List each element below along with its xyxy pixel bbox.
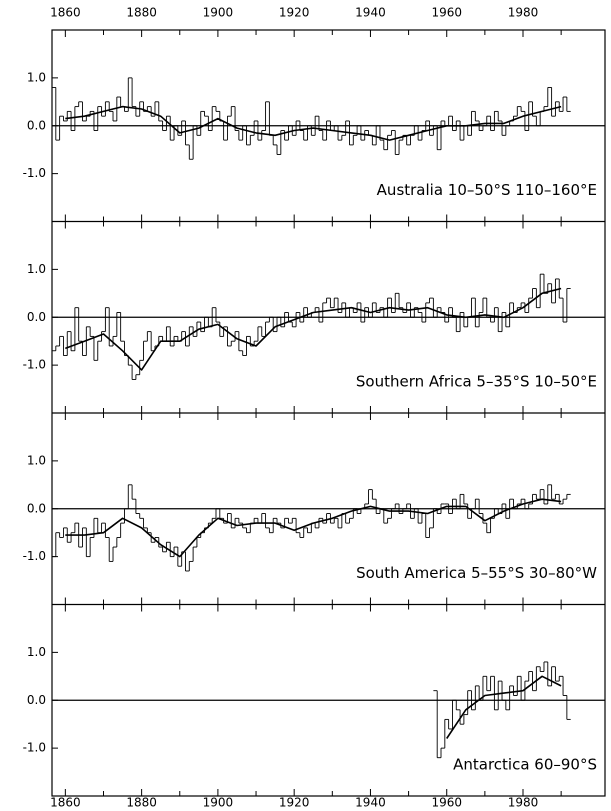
panel-label: Southern Africa 5–35°S 10–50°E xyxy=(356,372,597,390)
x-tick-label-bottom: 1960 xyxy=(431,796,462,810)
y-tick-label: -1.0 xyxy=(23,358,46,372)
smoothed-line xyxy=(446,675,562,739)
x-tick-label-top: 1960 xyxy=(431,6,462,20)
x-tick-label-bottom: 1980 xyxy=(508,796,539,810)
panel-label: Antarctica 60–90°S xyxy=(453,755,597,773)
panel-label: South America 5–55°S 30–80°W xyxy=(356,564,597,582)
x-tick-label-bottom: 1920 xyxy=(279,796,310,810)
smoothed-line xyxy=(65,287,562,371)
y-tick-label: 1.0 xyxy=(27,645,46,659)
x-tick-label-top: 1860 xyxy=(50,6,81,20)
x-tick-label-top: 1920 xyxy=(279,6,310,20)
smoothed-line xyxy=(65,498,562,558)
x-tick-label-bottom: 1880 xyxy=(126,796,157,810)
y-tick-label: -1.0 xyxy=(23,549,46,563)
x-tick-label-top: 1980 xyxy=(508,6,539,20)
y-tick-label: 0.0 xyxy=(27,118,46,132)
y-tick-label: 0.0 xyxy=(27,693,46,707)
smoothed-line xyxy=(65,105,562,141)
panel-label: Australia 10–50°S 110–160°E xyxy=(377,181,597,199)
y-tick-label: -1.0 xyxy=(23,741,46,755)
y-tick-label: -1.0 xyxy=(23,166,46,180)
y-tick-label: 1.0 xyxy=(27,453,46,467)
x-tick-label-top: 1940 xyxy=(355,6,386,20)
y-tick-label: 1.0 xyxy=(27,262,46,276)
y-tick-label: 0.0 xyxy=(27,310,46,324)
x-tick-label-bottom: 1900 xyxy=(203,796,234,810)
x-tick-label-top: 1880 xyxy=(126,6,157,20)
x-tick-label-top: 1900 xyxy=(203,6,234,20)
y-tick-label: 1.0 xyxy=(27,70,46,84)
y-tick-label: 0.0 xyxy=(27,501,46,515)
x-tick-label-bottom: 1860 xyxy=(50,796,81,810)
x-tick-label-bottom: 1940 xyxy=(355,796,386,810)
